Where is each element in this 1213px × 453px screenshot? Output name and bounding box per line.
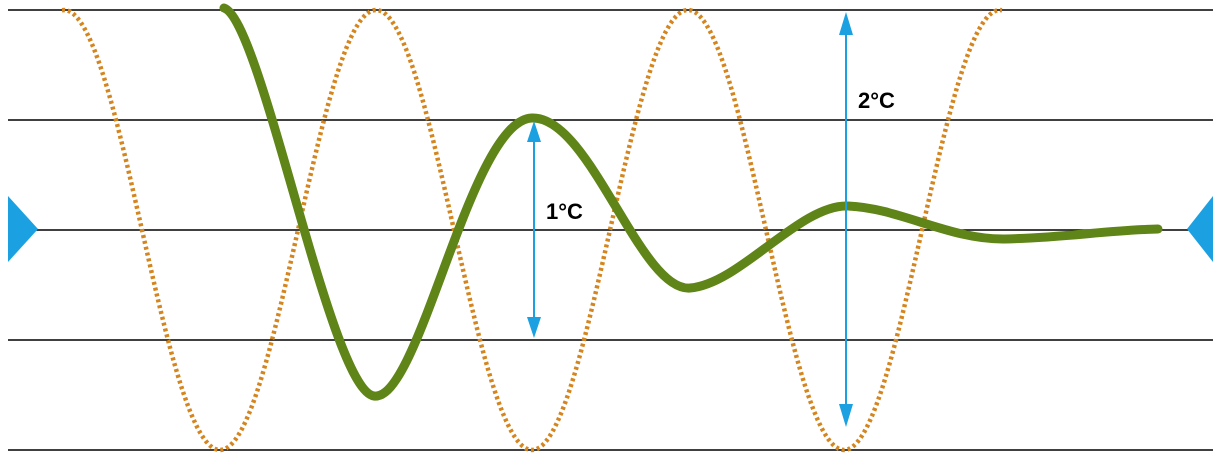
amplitude-label-1c: 1°C xyxy=(546,199,583,224)
triangle-left-icon xyxy=(1187,196,1213,262)
arrow-down-icon xyxy=(527,317,541,338)
amplitude-label-2c: 2°C xyxy=(858,88,895,113)
arrow-down-icon xyxy=(839,404,853,427)
dotted-oscillation-curve xyxy=(61,7,1003,453)
amplitude-arrow-1c xyxy=(527,121,541,338)
arrow-up-icon xyxy=(839,12,853,35)
triangle-right-icon xyxy=(8,196,38,262)
amplitude-arrow-2c xyxy=(839,12,853,427)
gridlines xyxy=(8,9,1213,451)
arrow-up-icon xyxy=(527,121,541,142)
damped-response-curve xyxy=(219,3,1163,401)
